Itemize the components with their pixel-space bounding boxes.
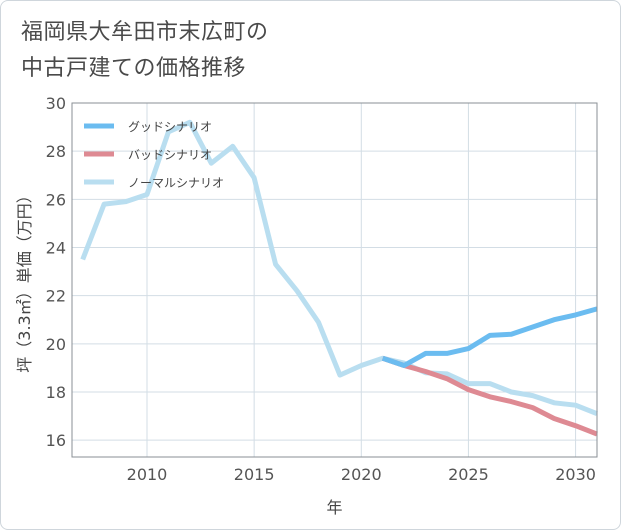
y-tick-label: 24 [46, 238, 66, 257]
x-tick-label: 2025 [448, 465, 489, 484]
chart-title-line-1: 福岡県大牟田市末広町の [21, 20, 269, 45]
x-tick-label: 2015 [234, 465, 275, 484]
x-axis-label: 年 [326, 498, 342, 517]
y-tick-label: 20 [46, 335, 66, 354]
chart-title: 福岡県大牟田市末広町の 中古戸建ての価格推移 [21, 15, 269, 87]
series-line-0 [381, 306, 598, 368]
x-tick-label: 2030 [555, 465, 596, 484]
series-line-2 [80, 119, 598, 417]
x-tick-label: 2020 [341, 465, 382, 484]
y-tick-label: 26 [46, 190, 66, 209]
y-tick-label: 16 [46, 431, 66, 450]
y-axis-label: 坪（3.3㎡）単価（万円） [15, 187, 34, 372]
chart-title-line-2: 中古戸建ての価格推移 [21, 56, 247, 81]
series-lines [80, 119, 598, 437]
x-tick-label: 2010 [127, 465, 168, 484]
y-tick-label: 18 [46, 383, 66, 402]
plot-frame [71, 102, 598, 458]
legend-label: バッドシナリオ [128, 148, 212, 162]
y-tick-label: 28 [46, 142, 66, 161]
legend-label: グッドシナリオ [128, 120, 212, 134]
series-line-1 [381, 355, 598, 437]
tick-labels: 2010 2015 2020 2025 2030 16 18 20 22 24 26 28 30 [46, 94, 596, 484]
legend-label: ノーマルシナリオ [128, 176, 224, 190]
plot-area-frame [71, 102, 598, 458]
y-tick-label: 30 [46, 94, 66, 113]
y-tick-label: 22 [46, 287, 66, 306]
